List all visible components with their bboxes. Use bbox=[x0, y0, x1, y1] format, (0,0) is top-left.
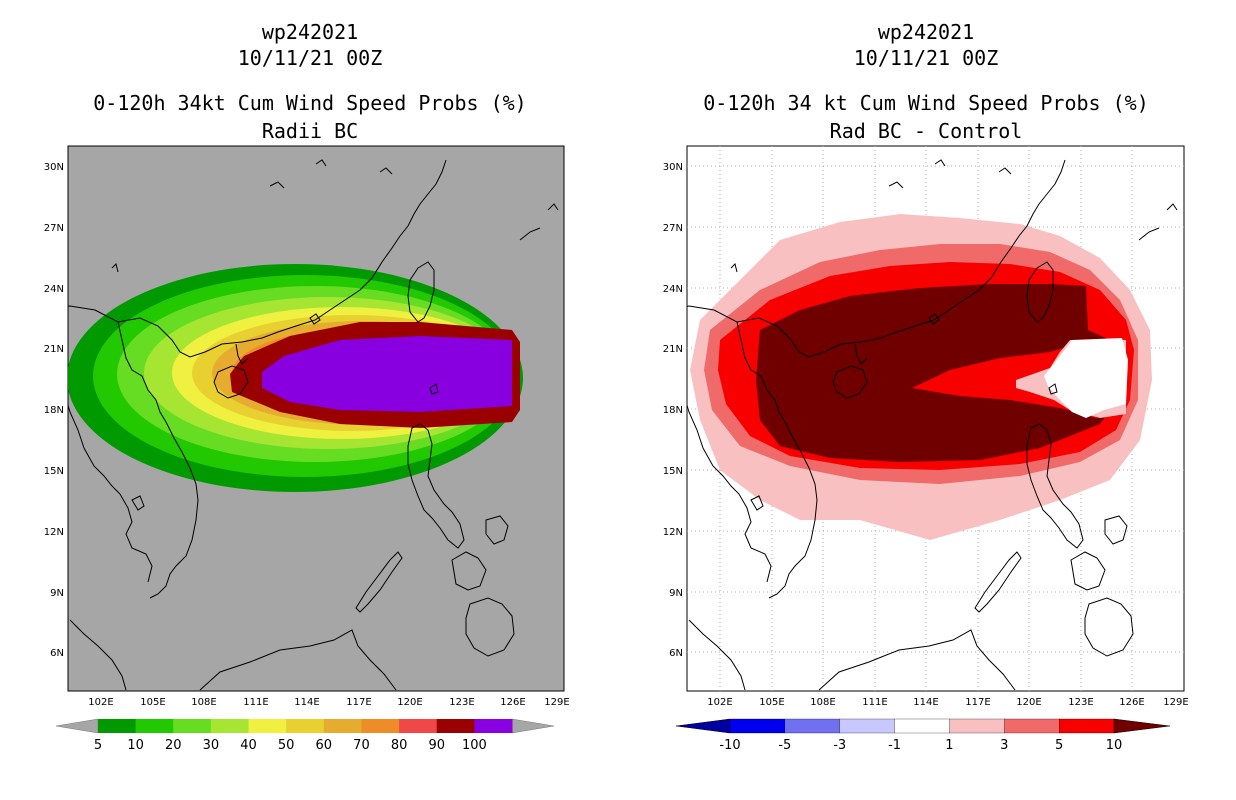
right-lon-label: 111E bbox=[862, 697, 887, 708]
right-lat-label: 30N bbox=[663, 162, 683, 173]
left-colorbar-low-arrow bbox=[55, 718, 99, 734]
left-lat-label: 6N bbox=[50, 648, 64, 659]
right-lon-label: 117E bbox=[965, 697, 990, 708]
right-colorbar-swatch bbox=[784, 718, 841, 734]
right-lon-axis: 102E 105E 108E 111E 114E 117E 120E 123E … bbox=[707, 697, 1188, 708]
left-colorbar-label: 5 bbox=[94, 738, 102, 753]
right-colorbar-label: 5 bbox=[1055, 738, 1063, 753]
right-lon-label: 123E bbox=[1068, 697, 1093, 708]
right-lat-label: 18N bbox=[663, 405, 683, 416]
left-lat-label: 24N bbox=[44, 284, 64, 295]
right-lat-label: 27N bbox=[663, 223, 683, 234]
left-colorbar-label: 90 bbox=[428, 738, 445, 753]
right-colorbar-swatch bbox=[949, 718, 1005, 734]
left-colorbar-swatch bbox=[399, 719, 438, 733]
left-lat-label: 9N bbox=[50, 588, 64, 599]
right-lat-label: 6N bbox=[669, 648, 683, 659]
left-lon-label: 123E bbox=[449, 697, 474, 708]
left-colorbar-label: 50 bbox=[278, 738, 295, 753]
left-lon-label: 120E bbox=[397, 697, 422, 708]
left-colorbar-label: 70 bbox=[353, 738, 370, 753]
right-lon-label: 114E bbox=[913, 697, 938, 708]
left-lon-label: 114E bbox=[294, 697, 319, 708]
left-lat-label: 18N bbox=[44, 405, 64, 416]
right-lon-label: 102E bbox=[707, 697, 732, 708]
left-lon-label: 102E bbox=[88, 697, 113, 708]
left-lat-label: 27N bbox=[44, 223, 64, 234]
right-lon-label: 129E bbox=[1163, 697, 1188, 708]
left-lon-label: 126E bbox=[500, 697, 525, 708]
right-lon-label: 120E bbox=[1016, 697, 1041, 708]
left-colorbar-swatch bbox=[98, 719, 137, 733]
right-colorbar: -10 -5 -3 -1 1 3 5 10 bbox=[675, 718, 1171, 753]
left-lon-label: 105E bbox=[140, 697, 165, 708]
left-title-subtitle: Radii BC bbox=[261, 119, 359, 143]
right-lon-label: 126E bbox=[1119, 697, 1144, 708]
right-lon-label: 108E bbox=[810, 697, 835, 708]
right-colorbar-swatch bbox=[839, 718, 896, 734]
left-colorbar-swatch bbox=[474, 719, 513, 733]
left-colorbar-swatch bbox=[210, 719, 250, 733]
right-colorbar-swatch bbox=[1004, 718, 1060, 734]
right-colorbar-label: -10 bbox=[719, 738, 740, 753]
left-colorbar-swatch bbox=[323, 719, 362, 733]
right-lon-label: 105E bbox=[759, 697, 784, 708]
right-lat-label: 12N bbox=[663, 527, 683, 538]
left-lon-label: 111E bbox=[243, 697, 268, 708]
left-colorbar: 5 10 20 30 40 50 60 70 80 90 100 bbox=[55, 718, 555, 753]
left-lat-label: 12N bbox=[44, 527, 64, 538]
right-lat-label: 15N bbox=[663, 466, 683, 477]
left-title-storm: wp242021 bbox=[261, 20, 359, 44]
right-lat-label: 24N bbox=[663, 284, 683, 295]
right-colorbar-swatch bbox=[729, 718, 786, 734]
left-colorbar-label: 20 bbox=[165, 738, 182, 753]
left-colorbar-swatch bbox=[436, 719, 475, 733]
left-colorbar-label: 30 bbox=[203, 738, 220, 753]
left-lat-label: 21N bbox=[44, 344, 64, 355]
left-colorbar-label: 40 bbox=[240, 738, 257, 753]
left-lon-label: 117E bbox=[346, 697, 371, 708]
left-lon-label: 129E bbox=[544, 697, 569, 708]
left-title-date: 10/11/21 00Z bbox=[237, 46, 383, 70]
left-title-product: 0-120h 34kt Cum Wind Speed Probs (%) bbox=[93, 91, 527, 115]
left-lat-label: 30N bbox=[44, 162, 64, 173]
left-colorbar-label: 60 bbox=[316, 738, 333, 753]
right-colorbar-label: 3 bbox=[1000, 738, 1008, 753]
right-colorbar-label: -5 bbox=[778, 738, 791, 753]
left-lat-axis: 30N 27N 24N 21N 18N 15N 12N 9N 6N bbox=[44, 162, 64, 659]
left-colorbar-high-arrow bbox=[511, 718, 555, 734]
left-colorbar-swatch bbox=[248, 719, 287, 733]
right-title-date: 10/11/21 00Z bbox=[853, 46, 999, 70]
left-colorbar-label: 10 bbox=[127, 738, 144, 753]
right-title-storm: wp242021 bbox=[877, 20, 975, 44]
right-title-product: 0-120h 34 kt Cum Wind Speed Probs (%) bbox=[703, 91, 1149, 115]
left-probability-field bbox=[68, 159, 559, 691]
left-colorbar-swatch bbox=[286, 719, 325, 733]
right-colorbar-label: 1 bbox=[945, 738, 953, 753]
left-map bbox=[67, 145, 565, 692]
left-colorbar-swatch bbox=[173, 719, 212, 733]
left-colorbar-swatch bbox=[361, 719, 400, 733]
right-colorbar-low-arrow bbox=[675, 718, 731, 734]
right-colorbar-swatch bbox=[894, 718, 951, 734]
right-title-subtitle: Rad BC - Control bbox=[829, 119, 1023, 143]
right-colorbar-label: -3 bbox=[833, 738, 846, 753]
right-lat-label: 21N bbox=[663, 344, 683, 355]
right-colorbar-label: 10 bbox=[1106, 738, 1123, 753]
right-map bbox=[686, 145, 1185, 692]
right-colorbar-swatch bbox=[1058, 718, 1115, 734]
left-colorbar-swatch bbox=[135, 719, 174, 733]
left-colorbar-label: 100 bbox=[462, 738, 487, 753]
right-lat-axis: 30N 27N 24N 21N 18N 15N 12N 9N 6N bbox=[663, 162, 683, 659]
left-lon-axis: 102E 105E 108E 111E 114E 117E 120E 123E … bbox=[88, 697, 569, 708]
left-lon-label: 108E bbox=[191, 697, 216, 708]
right-colorbar-label: -1 bbox=[888, 738, 901, 753]
right-lat-label: 9N bbox=[669, 588, 683, 599]
left-lat-label: 15N bbox=[44, 466, 64, 477]
left-colorbar-label: 80 bbox=[391, 738, 408, 753]
right-colorbar-high-arrow bbox=[1113, 718, 1171, 734]
